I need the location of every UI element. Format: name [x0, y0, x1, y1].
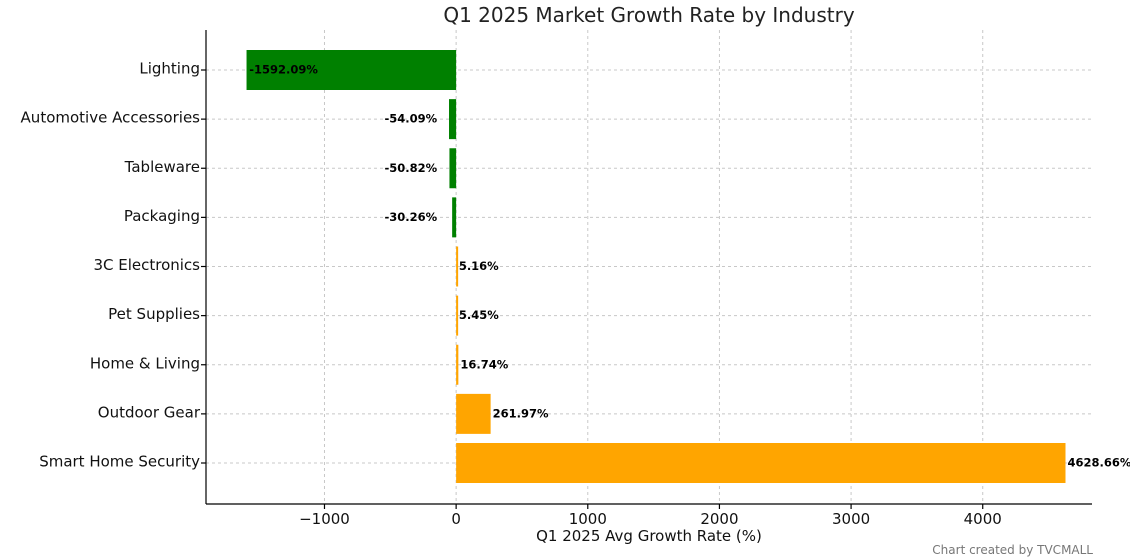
category-label: Smart Home Security: [39, 453, 200, 471]
data-label: 5.45%: [459, 308, 499, 322]
bar: [449, 99, 457, 140]
data-label: 16.74%: [460, 357, 508, 371]
category-label: Outdoor Gear: [98, 403, 201, 421]
category-label: Pet Supplies: [108, 305, 200, 323]
data-label: 261.97%: [493, 406, 549, 420]
x-tick-label: 2000: [700, 510, 738, 528]
bar: [456, 344, 459, 385]
chart-credit: Chart created by TVCMALL: [932, 543, 1093, 557]
bar: [456, 295, 459, 336]
category-label: 3C Electronics: [93, 256, 200, 274]
grid-lines: [206, 30, 1092, 504]
x-tick-label: 3000: [832, 510, 870, 528]
category-label: Automotive Accessories: [21, 109, 201, 127]
bar: [246, 50, 457, 90]
x-tick-label: −1000: [299, 510, 350, 528]
x-tick-label: 4000: [964, 510, 1002, 528]
x-tick-label: 0: [451, 510, 461, 528]
x-tick-label: 1000: [569, 510, 607, 528]
category-label: Packaging: [124, 207, 200, 225]
x-axis-label: Q1 2025 Avg Growth Rate (%): [536, 527, 762, 545]
category-label: Tableware: [124, 158, 200, 176]
data-label: -50.82%: [384, 161, 437, 175]
category-label: Home & Living: [90, 354, 200, 372]
data-label: -30.26%: [384, 210, 437, 224]
data-labels: -1592.09% -54.09% -50.82% -30.26% 5.16% 5.45%…: [249, 63, 1130, 470]
data-label: -54.09%: [384, 112, 437, 126]
bar: [449, 148, 457, 189]
bar: [456, 393, 491, 434]
data-label: 5.16%: [459, 259, 499, 273]
bar: [456, 246, 459, 287]
chart-title: Q1 2025 Market Growth Rate by Industry: [443, 3, 854, 27]
bar: [452, 197, 457, 238]
category-labels: Lighting Automotive Accessories Tableware P…: [21, 60, 206, 471]
bars: [246, 50, 1066, 483]
category-label: Lighting: [139, 60, 200, 78]
x-tick-labels: −1000 0 1000 2000 3000 4000: [299, 504, 1002, 528]
data-label: 4628.66%: [1067, 456, 1130, 470]
data-label: -1592.09%: [249, 63, 318, 77]
bar: [456, 443, 1066, 483]
